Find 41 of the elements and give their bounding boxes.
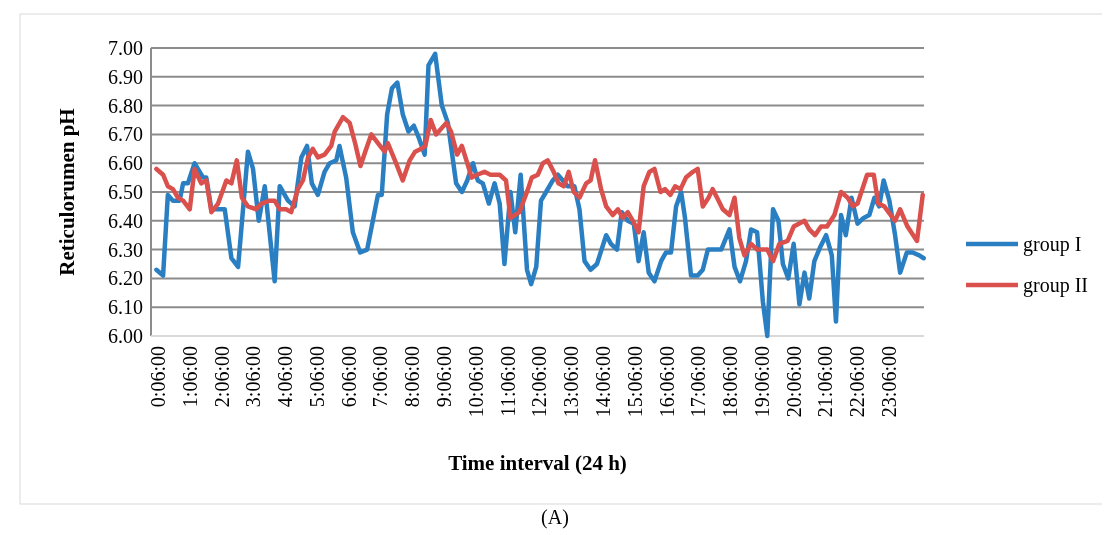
legend-label: group II — [1023, 274, 1088, 297]
y-tick-label: 6.10 — [108, 296, 143, 319]
x-tick-label: 18:06:00 — [719, 346, 742, 418]
x-tick-label: 1:06:00 — [178, 346, 201, 408]
y-tick-label: 6.00 — [108, 325, 143, 347]
x-tick-label: 12:06:00 — [528, 346, 551, 418]
y-tick-label: 6.20 — [108, 267, 143, 290]
y-tick-label: 6.70 — [108, 123, 143, 146]
x-axis-title: Time interval (24 h) — [448, 451, 627, 475]
line-series — [154, 114, 925, 264]
x-tick-label: 14:06:00 — [591, 346, 614, 418]
x-tick-label: 15:06:00 — [623, 346, 646, 418]
x-tick-label: 17:06:00 — [687, 346, 710, 418]
x-tick-label: 16:06:00 — [655, 346, 678, 418]
x-tick-label: 0:06:00 — [146, 346, 169, 408]
y-axis-title: Reticulorumen pH — [55, 108, 79, 276]
x-tick-label: 21:06:00 — [814, 346, 837, 418]
x-tick-label: 22:06:00 — [846, 346, 869, 418]
x-tick-label: 3:06:00 — [242, 346, 265, 408]
y-tick-label: 6.90 — [108, 65, 143, 88]
y-tick-label: 6.30 — [108, 238, 143, 261]
x-tick-label: 23:06:00 — [878, 346, 901, 418]
y-tick-label: 7.00 — [108, 37, 143, 59]
x-tick-label: 8:06:00 — [401, 346, 424, 408]
x-tick-label: 9:06:00 — [433, 346, 456, 408]
y-tick-label: 6.50 — [108, 181, 143, 203]
x-tick-label: 19:06:00 — [750, 346, 773, 418]
x-tick-label: 6:06:00 — [337, 346, 360, 408]
x-tick-label: 11:06:00 — [496, 346, 519, 417]
legend-label: group I — [1023, 233, 1082, 256]
x-tick-label: 7:06:00 — [369, 346, 392, 408]
x-tick-label: 2:06:00 — [210, 346, 233, 408]
x-tick-label: 4:06:00 — [274, 346, 297, 408]
y-tick-label: 6.60 — [108, 152, 143, 175]
x-tick-label: 10:06:00 — [464, 346, 487, 418]
x-tick-label: 5:06:00 — [305, 346, 328, 408]
text: (A) — [541, 506, 569, 529]
x-tick-label: 20:06:00 — [782, 346, 805, 418]
x-tick-label: 13:06:00 — [560, 346, 583, 418]
y-tick-label: 6.80 — [108, 94, 143, 117]
y-tick-label: 6.40 — [108, 209, 143, 232]
